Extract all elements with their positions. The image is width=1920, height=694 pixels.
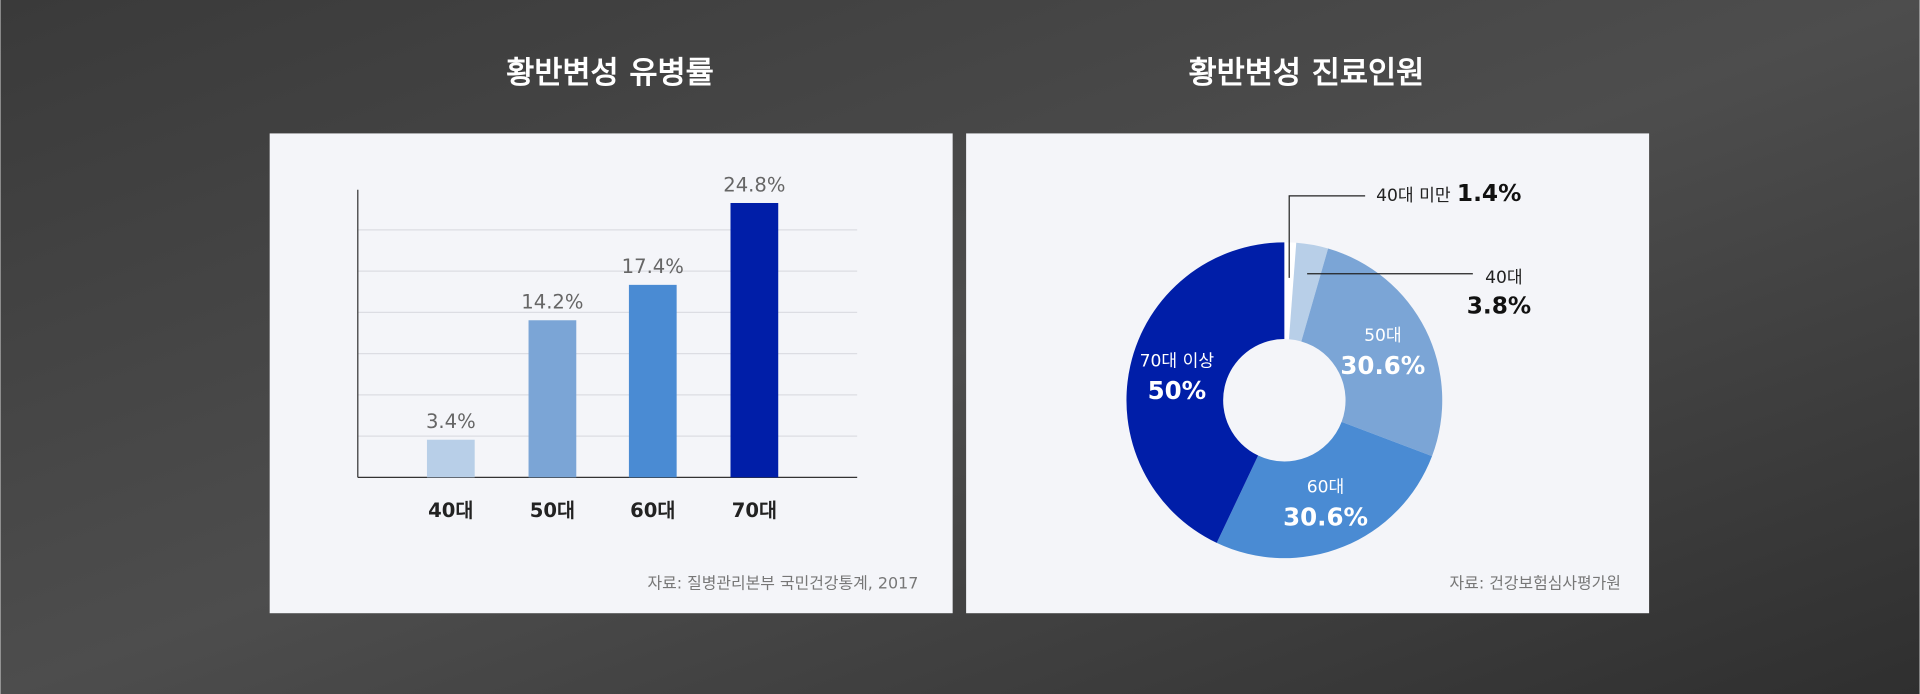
slice [1126, 242, 1285, 543]
x-tick-label: 40대 [428, 499, 473, 522]
slice-value: 3.8% [1467, 293, 1531, 320]
leader-line [1288, 195, 1366, 278]
bar [730, 202, 779, 478]
slice [1288, 242, 1329, 342]
value-label: 17.4% [622, 255, 684, 278]
slice-label: 40대 [1485, 268, 1523, 288]
x-tick-label: 60대 [630, 499, 675, 522]
x-tick-label: 50대 [530, 499, 575, 522]
slice-label: 70대 이상 [1140, 351, 1215, 371]
slice-label: 60대 [1307, 478, 1345, 498]
slice-value: 30.6% [1283, 502, 1368, 531]
bar [426, 439, 475, 478]
slice [1284, 242, 1297, 340]
value-label: 3.4% [426, 410, 476, 433]
x-tick-label: 70대 [732, 499, 777, 522]
value-label: 14.2% [521, 291, 583, 314]
chart-title: 황반변성 유병률 [506, 56, 714, 91]
source: 자료: 건강보험심사평가원 [1450, 573, 1621, 592]
chart-title: 황반변성 진료인원 [1189, 56, 1425, 91]
slice-value: 1.4% [1457, 180, 1521, 207]
bar [628, 284, 677, 478]
slice-label: 40대 미만 [1376, 186, 1451, 206]
value-label: 24.8% [723, 173, 785, 196]
slice-value: 50% [1148, 376, 1207, 405]
slice [1301, 248, 1443, 457]
bar [528, 320, 577, 478]
slice-value: 30.6% [1340, 351, 1425, 380]
slice [1216, 421, 1433, 559]
slice-label: 50대 [1364, 326, 1402, 346]
source: 자료: 질병관리본부 국민건강통계, 2017 [647, 573, 918, 592]
panel [269, 133, 953, 614]
